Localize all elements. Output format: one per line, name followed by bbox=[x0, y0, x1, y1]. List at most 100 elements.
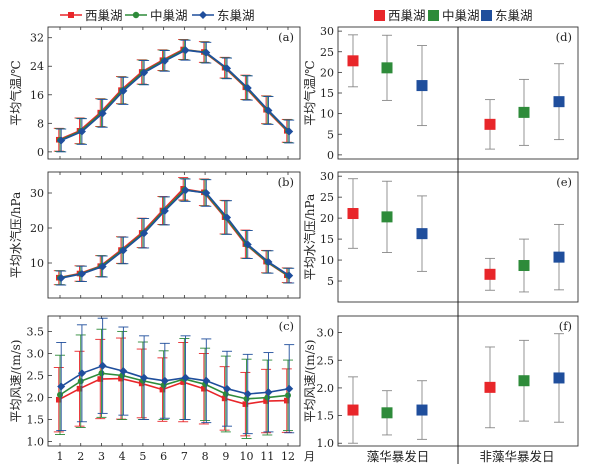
data-point bbox=[76, 385, 83, 392]
y-tick-label: 20 bbox=[320, 212, 334, 225]
plot-frame bbox=[47, 315, 301, 447]
y-tick-label: 1.0 bbox=[317, 437, 335, 450]
data-point bbox=[201, 385, 207, 392]
data-point bbox=[57, 136, 66, 145]
data-point bbox=[264, 257, 273, 266]
plot-frame bbox=[47, 26, 301, 160]
data-point bbox=[77, 378, 84, 385]
y-axis-label: 平均风速/(m/s) bbox=[303, 340, 317, 423]
data-point bbox=[285, 127, 294, 136]
data-point bbox=[57, 391, 63, 398]
data-point bbox=[285, 392, 291, 399]
data-point bbox=[57, 382, 66, 391]
data-point bbox=[381, 211, 393, 223]
y-tick-label: 2.5 bbox=[317, 354, 335, 367]
y-tick-label: 30 bbox=[30, 187, 44, 200]
data-point bbox=[243, 240, 252, 249]
data-point bbox=[518, 260, 530, 272]
data-point bbox=[416, 228, 428, 240]
data-point bbox=[347, 208, 359, 220]
series-line bbox=[60, 364, 290, 395]
data-point bbox=[284, 397, 290, 404]
data-point bbox=[223, 213, 232, 222]
data-point bbox=[243, 84, 252, 93]
y-tick-label: 5 bbox=[327, 128, 334, 141]
panel-label: (b) bbox=[278, 175, 294, 189]
y-tick-label: 3.5 bbox=[27, 325, 45, 338]
data-point bbox=[56, 396, 62, 403]
y-axis-label: 平均水汽压/hPa bbox=[8, 192, 23, 278]
data-point bbox=[347, 55, 359, 67]
y-tick-label: 25 bbox=[320, 191, 334, 204]
data-point bbox=[242, 401, 249, 407]
x-tick-label: 9 bbox=[222, 450, 229, 463]
y-tick-label: 5 bbox=[327, 275, 334, 288]
data-point bbox=[223, 384, 232, 393]
panel-c: 1.01.52.02.53.03.51 2 3 4 5 6 7 8 9 10 11 12 月平均风速/(… bbox=[9, 315, 315, 463]
series-line bbox=[59, 372, 289, 400]
y-tick-label: 1.5 bbox=[27, 414, 45, 427]
data-point bbox=[553, 96, 565, 108]
data-point bbox=[119, 367, 128, 376]
x-unit-label: 月 bbox=[304, 450, 315, 463]
y-axis-label: 平均气温/℃ bbox=[302, 60, 317, 125]
data-point bbox=[484, 268, 496, 280]
data-point bbox=[98, 370, 105, 377]
panel-label: (c) bbox=[279, 319, 294, 333]
series-line bbox=[61, 189, 290, 279]
data-point bbox=[202, 189, 211, 197]
data-point bbox=[77, 269, 86, 278]
data-point bbox=[553, 372, 565, 384]
data-point bbox=[553, 251, 565, 263]
data-point bbox=[159, 386, 166, 393]
legend-label: 东巢湖 bbox=[495, 8, 533, 23]
series-west bbox=[53, 337, 292, 437]
x-tick-label: 4 bbox=[119, 450, 126, 463]
legend-label: 中巢湖 bbox=[150, 8, 188, 23]
y-tick-label: 32 bbox=[30, 32, 44, 45]
data-point bbox=[347, 404, 359, 416]
y-tick-label: 2.0 bbox=[27, 392, 45, 405]
data-point bbox=[181, 46, 190, 55]
data-point bbox=[381, 407, 393, 419]
series-east bbox=[56, 178, 295, 286]
data-point bbox=[140, 229, 149, 238]
series-line bbox=[60, 49, 290, 142]
y-axis-label: 平均风速/(m/s) bbox=[9, 340, 23, 423]
data-point bbox=[77, 127, 86, 136]
legend-swatch bbox=[481, 10, 492, 21]
y-tick-label: 3.0 bbox=[317, 327, 335, 340]
series-line bbox=[58, 377, 287, 405]
data-point bbox=[264, 106, 273, 115]
data-point bbox=[140, 68, 149, 77]
legend-swatch bbox=[428, 10, 439, 21]
panel-d: 0 5 10 15 20 25 30 平均气温/℃ (d) bbox=[302, 25, 579, 162]
series-east bbox=[56, 317, 295, 435]
y-tick-label: 10 bbox=[30, 257, 44, 270]
data-point bbox=[97, 376, 104, 382]
legend-marker bbox=[132, 11, 140, 19]
panel-a: 0 8 16 24 32 平均气温/℃ (a) bbox=[8, 26, 301, 160]
data-point bbox=[118, 375, 124, 382]
legend-label: 东巢湖 bbox=[217, 8, 255, 23]
y-axis-label: 平均气温/℃ bbox=[8, 60, 23, 125]
data-point bbox=[518, 106, 530, 118]
data-point bbox=[285, 271, 294, 280]
plot-frame bbox=[47, 171, 301, 299]
y-tick-label: 3.0 bbox=[27, 347, 45, 360]
x-group-label: 藻华暴发日 bbox=[367, 449, 430, 464]
data-point bbox=[381, 62, 393, 74]
y-tick-label: 2.5 bbox=[27, 369, 45, 382]
y-tick-label: 30 bbox=[320, 170, 334, 183]
data-point bbox=[180, 379, 186, 385]
data-point bbox=[181, 373, 190, 382]
panel-label: (e) bbox=[556, 175, 572, 189]
y-tick-label: 1.5 bbox=[317, 410, 335, 423]
y-tick-label: 30 bbox=[320, 25, 334, 38]
series-line bbox=[59, 189, 289, 279]
data-point bbox=[264, 394, 271, 401]
legend-left: 西巢湖 中巢湖 东巢湖 bbox=[60, 8, 255, 23]
y-tick-label: 20 bbox=[30, 222, 44, 235]
data-point bbox=[160, 376, 169, 385]
